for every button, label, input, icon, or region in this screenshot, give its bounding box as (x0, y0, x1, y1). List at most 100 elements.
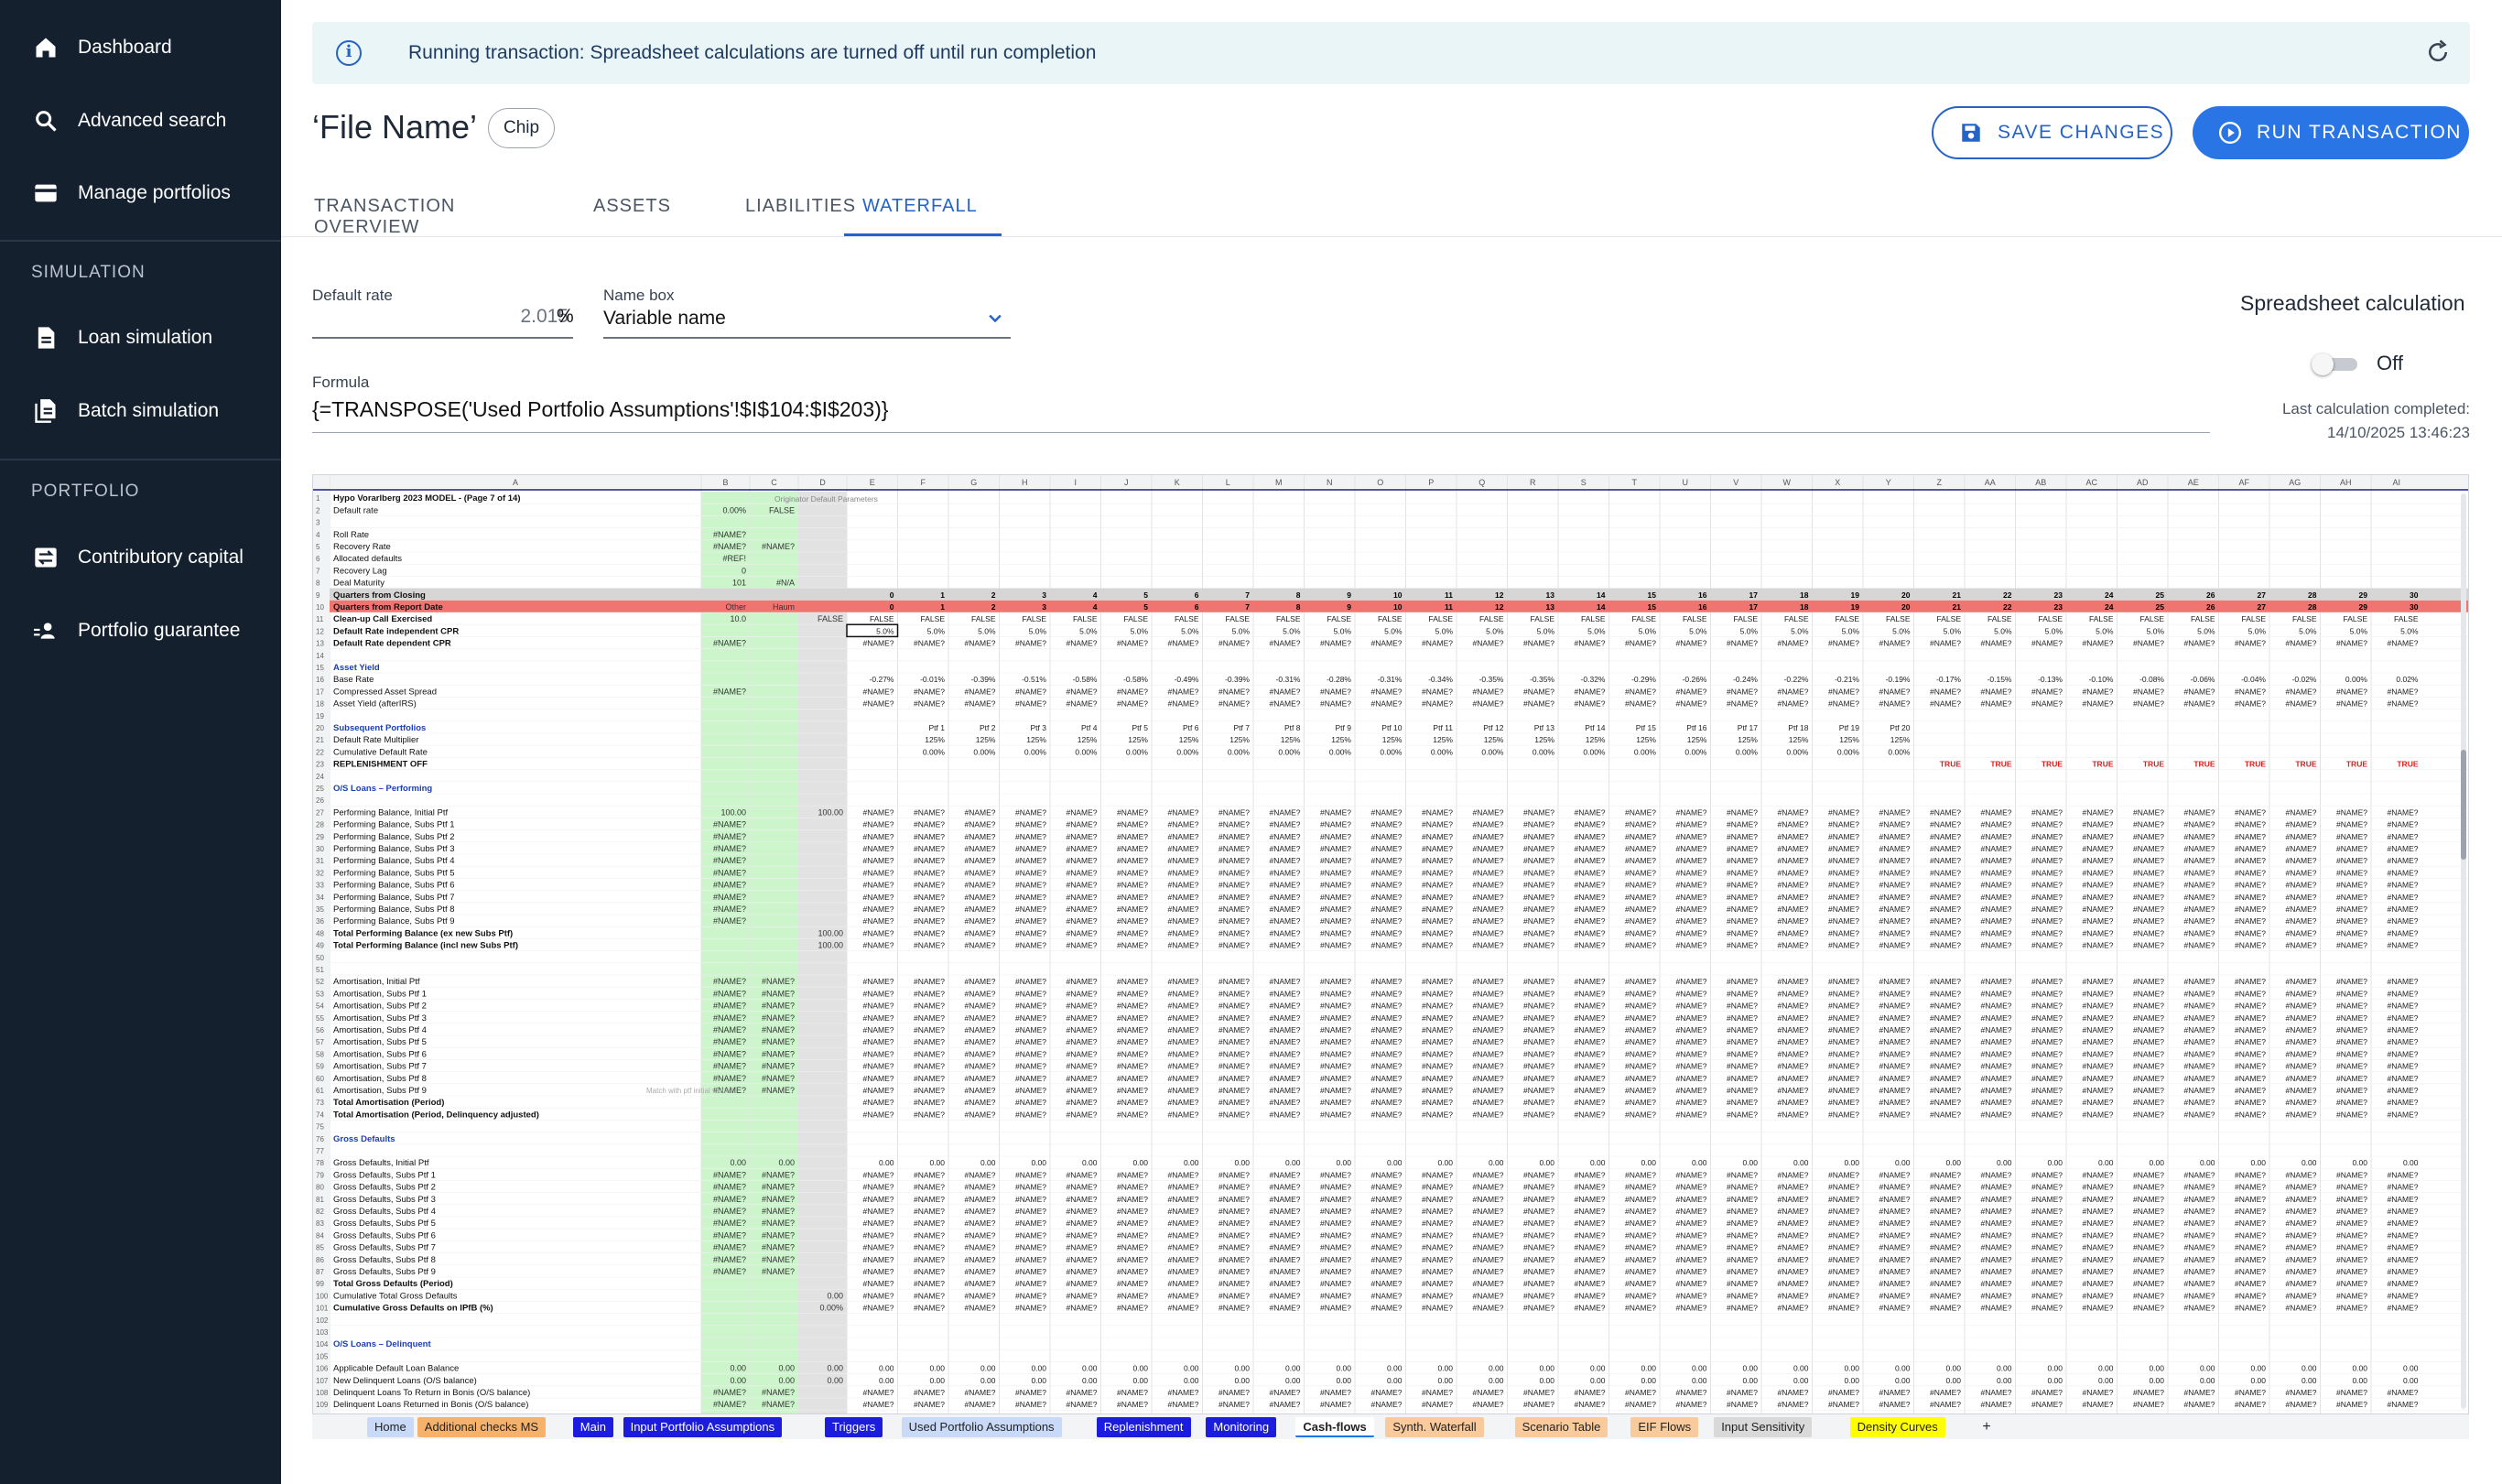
sidebar-item-advanced-search[interactable]: Advanced search (0, 89, 281, 153)
cell-value: 5.0% (1689, 626, 1707, 635)
sheet-tab[interactable]: Triggers (825, 1417, 883, 1437)
cell-value: #NAME? (2285, 893, 2316, 902)
sheet-tab[interactable]: Main (572, 1417, 613, 1437)
refresh-icon[interactable] (2424, 38, 2452, 66)
sheet-tab[interactable]: Input Sensitivity (1714, 1417, 1813, 1437)
sheet-tab[interactable]: EIF Flows (1630, 1417, 1699, 1437)
cell-value: #NAME? (1879, 941, 1910, 950)
sheet-tab[interactable]: Home (367, 1417, 414, 1437)
cell-value: #NAME? (1219, 1400, 1250, 1409)
cell-value: #NAME? (1777, 856, 1808, 865)
cell-value: #NAME? (1167, 1195, 1198, 1204)
cell-value-c: #NAME? (762, 1388, 795, 1397)
sidebar-item-manage-portfolios[interactable]: Manage portfolios (0, 161, 281, 225)
row-label: Amortisation, Subs Ptf 6 (333, 1049, 427, 1059)
cell-value: #NAME? (2387, 1195, 2418, 1204)
cell-value: -0.01% (920, 675, 945, 684)
cell-value: #NAME? (1980, 1037, 2011, 1046)
name-box-select[interactable]: Variable name (603, 308, 726, 329)
sidebar-item-contributory-capital[interactable]: Contributory capital (0, 525, 281, 590)
sheet-tab[interactable]: Used Portfolio Assumptions (901, 1417, 1062, 1437)
cell-value: #NAME? (1015, 1183, 1046, 1192)
cell-value: #NAME? (1370, 1062, 1402, 1071)
cell-value: #NAME? (1675, 868, 1706, 877)
cell-value: #NAME? (1015, 1255, 1046, 1264)
column-header: C (771, 478, 777, 487)
sheet-tab[interactable]: Synth. Waterfall (1385, 1417, 1484, 1437)
spreadsheet-grid[interactable]: A B C D E F G H I J K L M N O P Q R S T U V W X Y Z AA AB AC AD AE AF AG… (313, 475, 2469, 1439)
cell-value: #NAME? (1879, 868, 1910, 877)
cell-value: #NAME? (1472, 868, 1503, 877)
cell-value: #NAME? (1422, 687, 1453, 696)
cell-value: #NAME? (2031, 1219, 2063, 1228)
sheet-tab[interactable]: Monitoring (1206, 1417, 1277, 1437)
cell-value: #NAME? (2133, 1195, 2164, 1204)
sheet-tab[interactable]: Scenario Table (1514, 1417, 1608, 1437)
cell-value: #NAME? (964, 1400, 995, 1409)
sidebar-item-dashboard[interactable]: Dashboard (0, 16, 281, 80)
cell-value: #NAME? (1269, 1279, 1300, 1288)
chevron-down-icon[interactable] (986, 309, 1004, 328)
cell-value: #NAME? (1015, 1049, 1046, 1058)
cell-value: #NAME? (862, 904, 894, 914)
cell-value: -0.24% (1733, 675, 1758, 684)
cell-value: #NAME? (2031, 1025, 2063, 1034)
cell-value: #NAME? (1930, 807, 1961, 817)
row-number: 87 (316, 1268, 324, 1276)
cell-value: -0.10% (2089, 675, 2114, 684)
cell-value: 0 (890, 602, 894, 612)
sidebar-item-portfolio-guarantee[interactable]: Portfolio guarantee (0, 599, 281, 663)
sidebar-item-batch-simulation[interactable]: Batch simulation (0, 379, 281, 443)
sidebar-item-loan-simulation[interactable]: Loan simulation (0, 306, 281, 370)
sheet-tab[interactable]: Replenishment (1096, 1417, 1191, 1437)
cell-value: #NAME? (2387, 1400, 2418, 1409)
sheet-tab[interactable]: Input Portfolio Assumptions (623, 1417, 783, 1437)
run-transaction-button[interactable]: RUN TRANSACTION (2193, 106, 2469, 159)
cell-value: #NAME? (1675, 807, 1706, 817)
calc-toggle[interactable] (2312, 353, 2361, 375)
default-rate-input[interactable]: 2.015 (520, 306, 569, 327)
tab-assets[interactable]: ASSETS (593, 196, 671, 216)
add-sheet-icon[interactable]: + (1982, 1419, 1991, 1435)
tab-transaction-overview[interactable]: TRANSACTION OVERVIEW (314, 196, 456, 237)
cell-value: #NAME? (1879, 687, 1910, 696)
cell-value: #NAME? (2031, 1400, 2063, 1409)
tab-waterfall[interactable]: WATERFALL (844, 192, 1002, 236)
cell-value: #NAME? (1828, 916, 1859, 926)
cell-value: #NAME? (2183, 687, 2215, 696)
cell-value: #NAME? (1727, 832, 1758, 841)
cell-value: 24 (2105, 602, 2114, 612)
active-cell (846, 623, 899, 638)
save-changes-button[interactable]: SAVE CHANGES (1932, 106, 2172, 159)
cell-value: #NAME? (1066, 844, 1097, 853)
cell-value: #NAME? (1828, 1267, 1859, 1276)
cell-value: #NAME? (1472, 844, 1503, 853)
formula-input[interactable]: {=TRANSPOSE('Used Portfolio Assumptions'… (312, 397, 889, 421)
sheet-tab[interactable]: Additional checks MS (417, 1417, 547, 1437)
cell-value: #NAME? (1777, 1243, 1808, 1252)
sheet-tab[interactable]: Density Curves (1849, 1417, 1945, 1437)
cell-value: Ptf 13 (1534, 723, 1554, 732)
cell-value: FALSE (2394, 614, 2419, 623)
cell-value: #NAME? (2082, 1400, 2113, 1409)
tab-liabilities[interactable]: LIABILITIES (745, 196, 857, 216)
column-header: T (1632, 478, 1638, 487)
cell-value-c: #NAME? (762, 1219, 795, 1228)
cell-value: #NAME? (2031, 1183, 2063, 1192)
column-header: M (1275, 478, 1283, 487)
cell-value: #NAME? (2031, 1279, 2063, 1288)
row-number: 48 (316, 929, 324, 937)
row-label: Amortisation, Subs Ptf 7 (333, 1062, 427, 1072)
cell-value: #NAME? (2235, 893, 2266, 902)
sidebar: Dashboard Advanced search Manage portfol… (0, 0, 281, 1484)
cell-value: -0.51% (1022, 675, 1046, 684)
cell-value: #NAME? (1980, 989, 2011, 998)
cell-value: #NAME? (1980, 1291, 2011, 1300)
sheet-tab[interactable]: Cash-flows (1295, 1417, 1374, 1437)
cell-value: #NAME? (1422, 977, 1453, 986)
cell-value: #NAME? (1523, 1207, 1554, 1216)
cell-value: 125% (1687, 735, 1707, 744)
spreadsheet-view[interactable]: A B C D E F G H I J K L M N O P Q R S T U V W X Y Z AA AB AC AD AE AF AG… (312, 474, 2469, 1439)
cell-value: #NAME? (2133, 1279, 2164, 1288)
cell-value: #NAME? (2387, 881, 2418, 890)
